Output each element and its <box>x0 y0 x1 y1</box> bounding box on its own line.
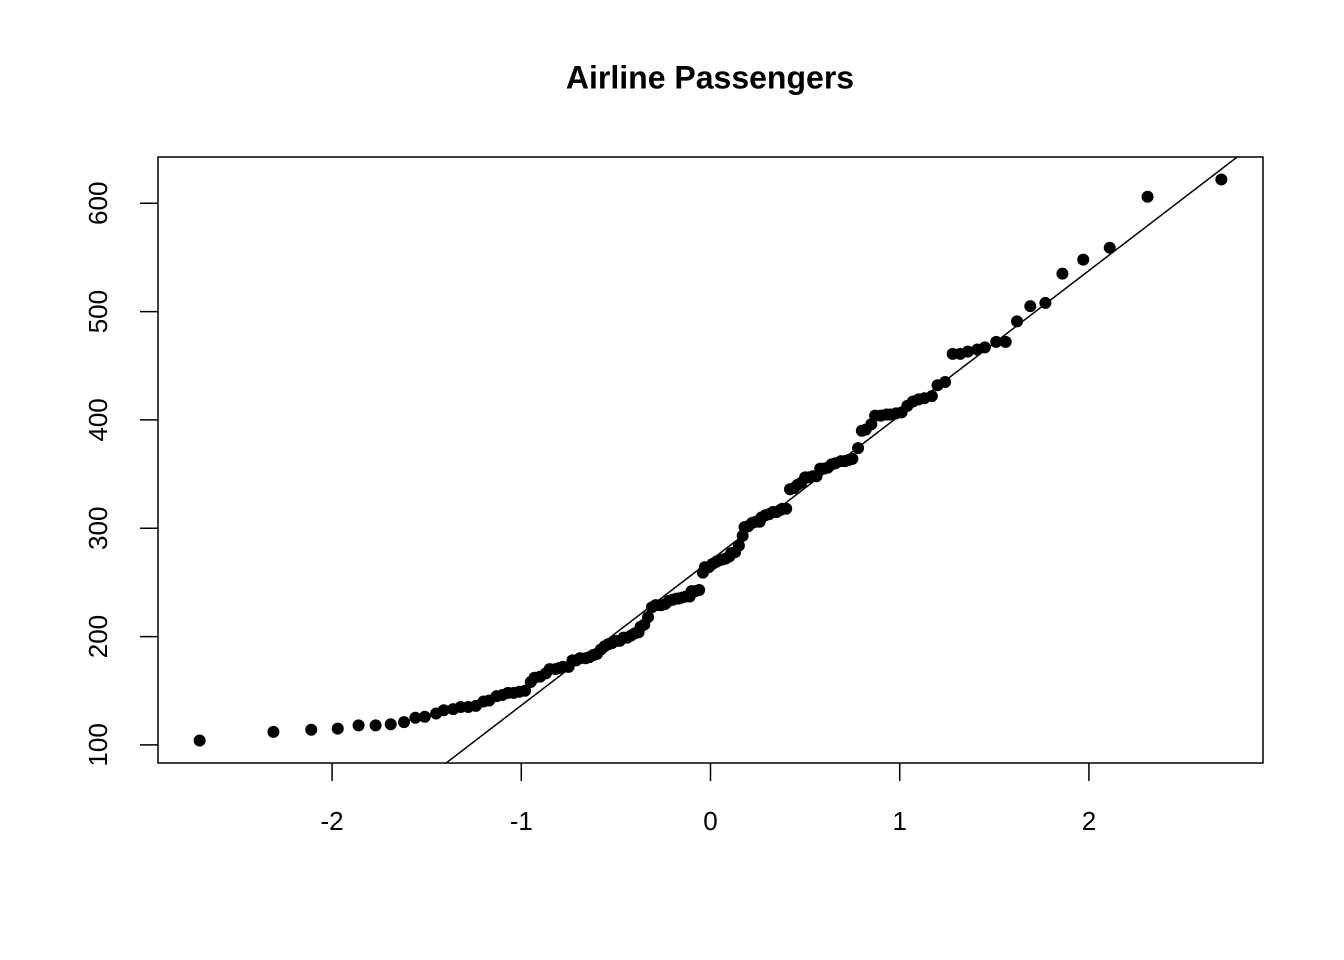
qq-line <box>444 157 1239 763</box>
plot-frame <box>157 156 1264 764</box>
point <box>642 611 655 624</box>
chart-title: Airline Passengers <box>566 59 854 95</box>
point <box>939 376 952 389</box>
x-tick-label: 1 <box>892 806 906 836</box>
point <box>780 502 793 515</box>
x-tick-label: -1 <box>510 806 533 836</box>
point <box>305 723 318 736</box>
point <box>331 722 344 735</box>
point <box>1011 315 1024 328</box>
point <box>1215 173 1228 186</box>
point <box>352 719 365 732</box>
point <box>1056 267 1069 280</box>
y-tick-label: 300 <box>83 507 113 550</box>
x-tick-label: 2 <box>1082 806 1096 836</box>
y-tick-label: 600 <box>83 182 113 225</box>
point <box>397 716 410 729</box>
point <box>384 718 397 731</box>
point <box>999 335 1012 348</box>
point <box>693 583 706 596</box>
point <box>852 442 865 455</box>
point <box>193 734 206 747</box>
point <box>267 725 280 738</box>
point <box>1024 300 1037 313</box>
y-tick-label: 100 <box>83 723 113 766</box>
point <box>978 341 991 354</box>
point <box>732 539 745 552</box>
point <box>409 711 422 724</box>
point <box>369 719 382 732</box>
point <box>519 684 532 697</box>
point <box>437 704 450 717</box>
y-tick-label: 200 <box>83 615 113 658</box>
y-tick-label: 500 <box>83 290 113 333</box>
x-tick-label: 0 <box>703 806 717 836</box>
point <box>990 335 1003 348</box>
x-tick-label: -2 <box>321 806 344 836</box>
point <box>1077 253 1090 266</box>
point <box>846 452 859 465</box>
point <box>1039 296 1052 309</box>
point <box>925 390 938 403</box>
point <box>1103 241 1116 254</box>
point <box>418 710 431 723</box>
point <box>1141 190 1154 203</box>
y-tick-label: 400 <box>83 398 113 441</box>
point <box>961 345 974 358</box>
